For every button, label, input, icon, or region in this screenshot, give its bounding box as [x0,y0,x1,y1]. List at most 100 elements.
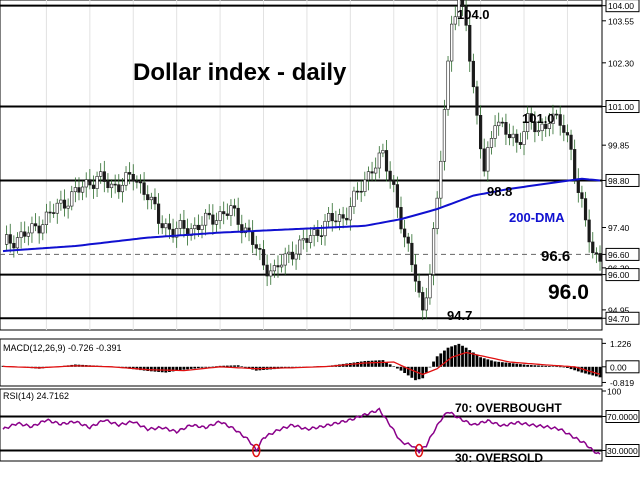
candle-body [178,220,182,229]
annotation-resistance: 101.0 [522,111,555,126]
candle-body [70,191,74,207]
macd-bar [225,365,229,367]
rsi-axis: 100 70.0000 30.0000 [602,387,640,457]
macd-bar [403,366,407,374]
candle-body [218,211,222,221]
annotation-support: 96.0 [548,281,589,304]
candle-body [117,184,121,193]
candle-body [301,238,305,241]
candle-body [214,220,219,225]
macd-bar [424,366,428,373]
macd-bar [146,366,150,372]
rsi-axis-tag [605,444,640,457]
macd-bar [573,366,577,371]
macd-bar [471,352,475,367]
rsi-axis-tag [605,410,640,423]
candle-body [225,213,229,216]
candle-body [464,6,468,26]
candle-body [580,192,584,199]
macd-axis-tag [605,360,640,374]
candle-body [533,121,537,133]
macd-bar [211,366,215,368]
macd-bar [186,366,189,370]
candle-body [573,149,577,180]
macd-bar [182,366,186,370]
candle-body [431,228,436,275]
macd-bar [392,366,396,368]
macd-bar [200,366,204,368]
candle-body [529,113,533,122]
macd-bar [229,365,233,367]
candle-body [124,172,128,186]
candle-body [500,121,504,124]
candle-body [164,223,168,229]
candle-body [511,133,515,139]
macd-bar [395,366,399,369]
candle-body [536,130,541,133]
candle-body [269,270,273,277]
macd-bar [414,366,417,381]
candle-body [471,60,475,88]
macd-axis-label: 1.226 [610,339,632,349]
candle-body [15,237,20,249]
macd-bar [222,365,226,367]
candle-body [88,179,92,186]
price-axis-label: 96.00 [608,270,630,280]
macd-bar [591,366,595,376]
candle-body [355,190,360,193]
macd-bar [486,359,490,367]
candle-body [102,171,106,182]
candle-body [363,179,367,192]
macd-bar [215,366,218,367]
macd-bar [149,366,153,372]
candle-body [526,113,530,132]
candle-body [388,170,392,181]
candle-body [276,265,280,268]
macd-bar [196,366,200,369]
candle-body [482,148,486,172]
macd-bar [381,360,385,367]
candle-body [41,224,45,234]
macd-bar [388,364,392,367]
candle-body [251,230,255,245]
candle-body [493,125,497,139]
candle-body [489,138,494,148]
candle-body [175,228,179,238]
candle-body [146,194,150,201]
candle-body [486,147,490,172]
macd-bar [287,366,291,368]
macd-bar [377,360,381,367]
macd-bar [537,365,540,367]
macd-bar [446,347,450,367]
candle-body [128,172,132,175]
macd-bar [540,365,544,367]
candle-body [384,150,389,172]
macd-axis-label: -0.819 [610,378,634,388]
candle-body [279,264,284,268]
candle-body [62,199,67,209]
price-axis: 104.00 103.55 102.30 101.00 99.85 98.80 97.40 9… [602,0,640,325]
candle-body [19,231,23,238]
macd-bar [504,362,508,367]
annotation-dma-label: 200-DMA [509,210,565,225]
candle-body [507,134,512,139]
price-axis-label: 97.40 [608,223,630,233]
rsi-axis-label: 100 [607,387,621,397]
candle-body [518,142,522,145]
macd-bar [562,366,566,368]
candle-body [450,23,454,62]
candle-body [345,217,349,221]
price-axis-label: 103.55 [608,16,634,26]
candle-body [135,180,139,183]
macd-bar [367,360,370,367]
macd-bar [598,366,602,378]
candle-body [341,214,345,219]
candle-body [352,190,356,207]
candle-body [171,228,175,238]
candle-body [576,178,580,193]
candle-body [591,241,595,254]
candle-body [312,229,316,236]
macd-bar [468,350,472,367]
